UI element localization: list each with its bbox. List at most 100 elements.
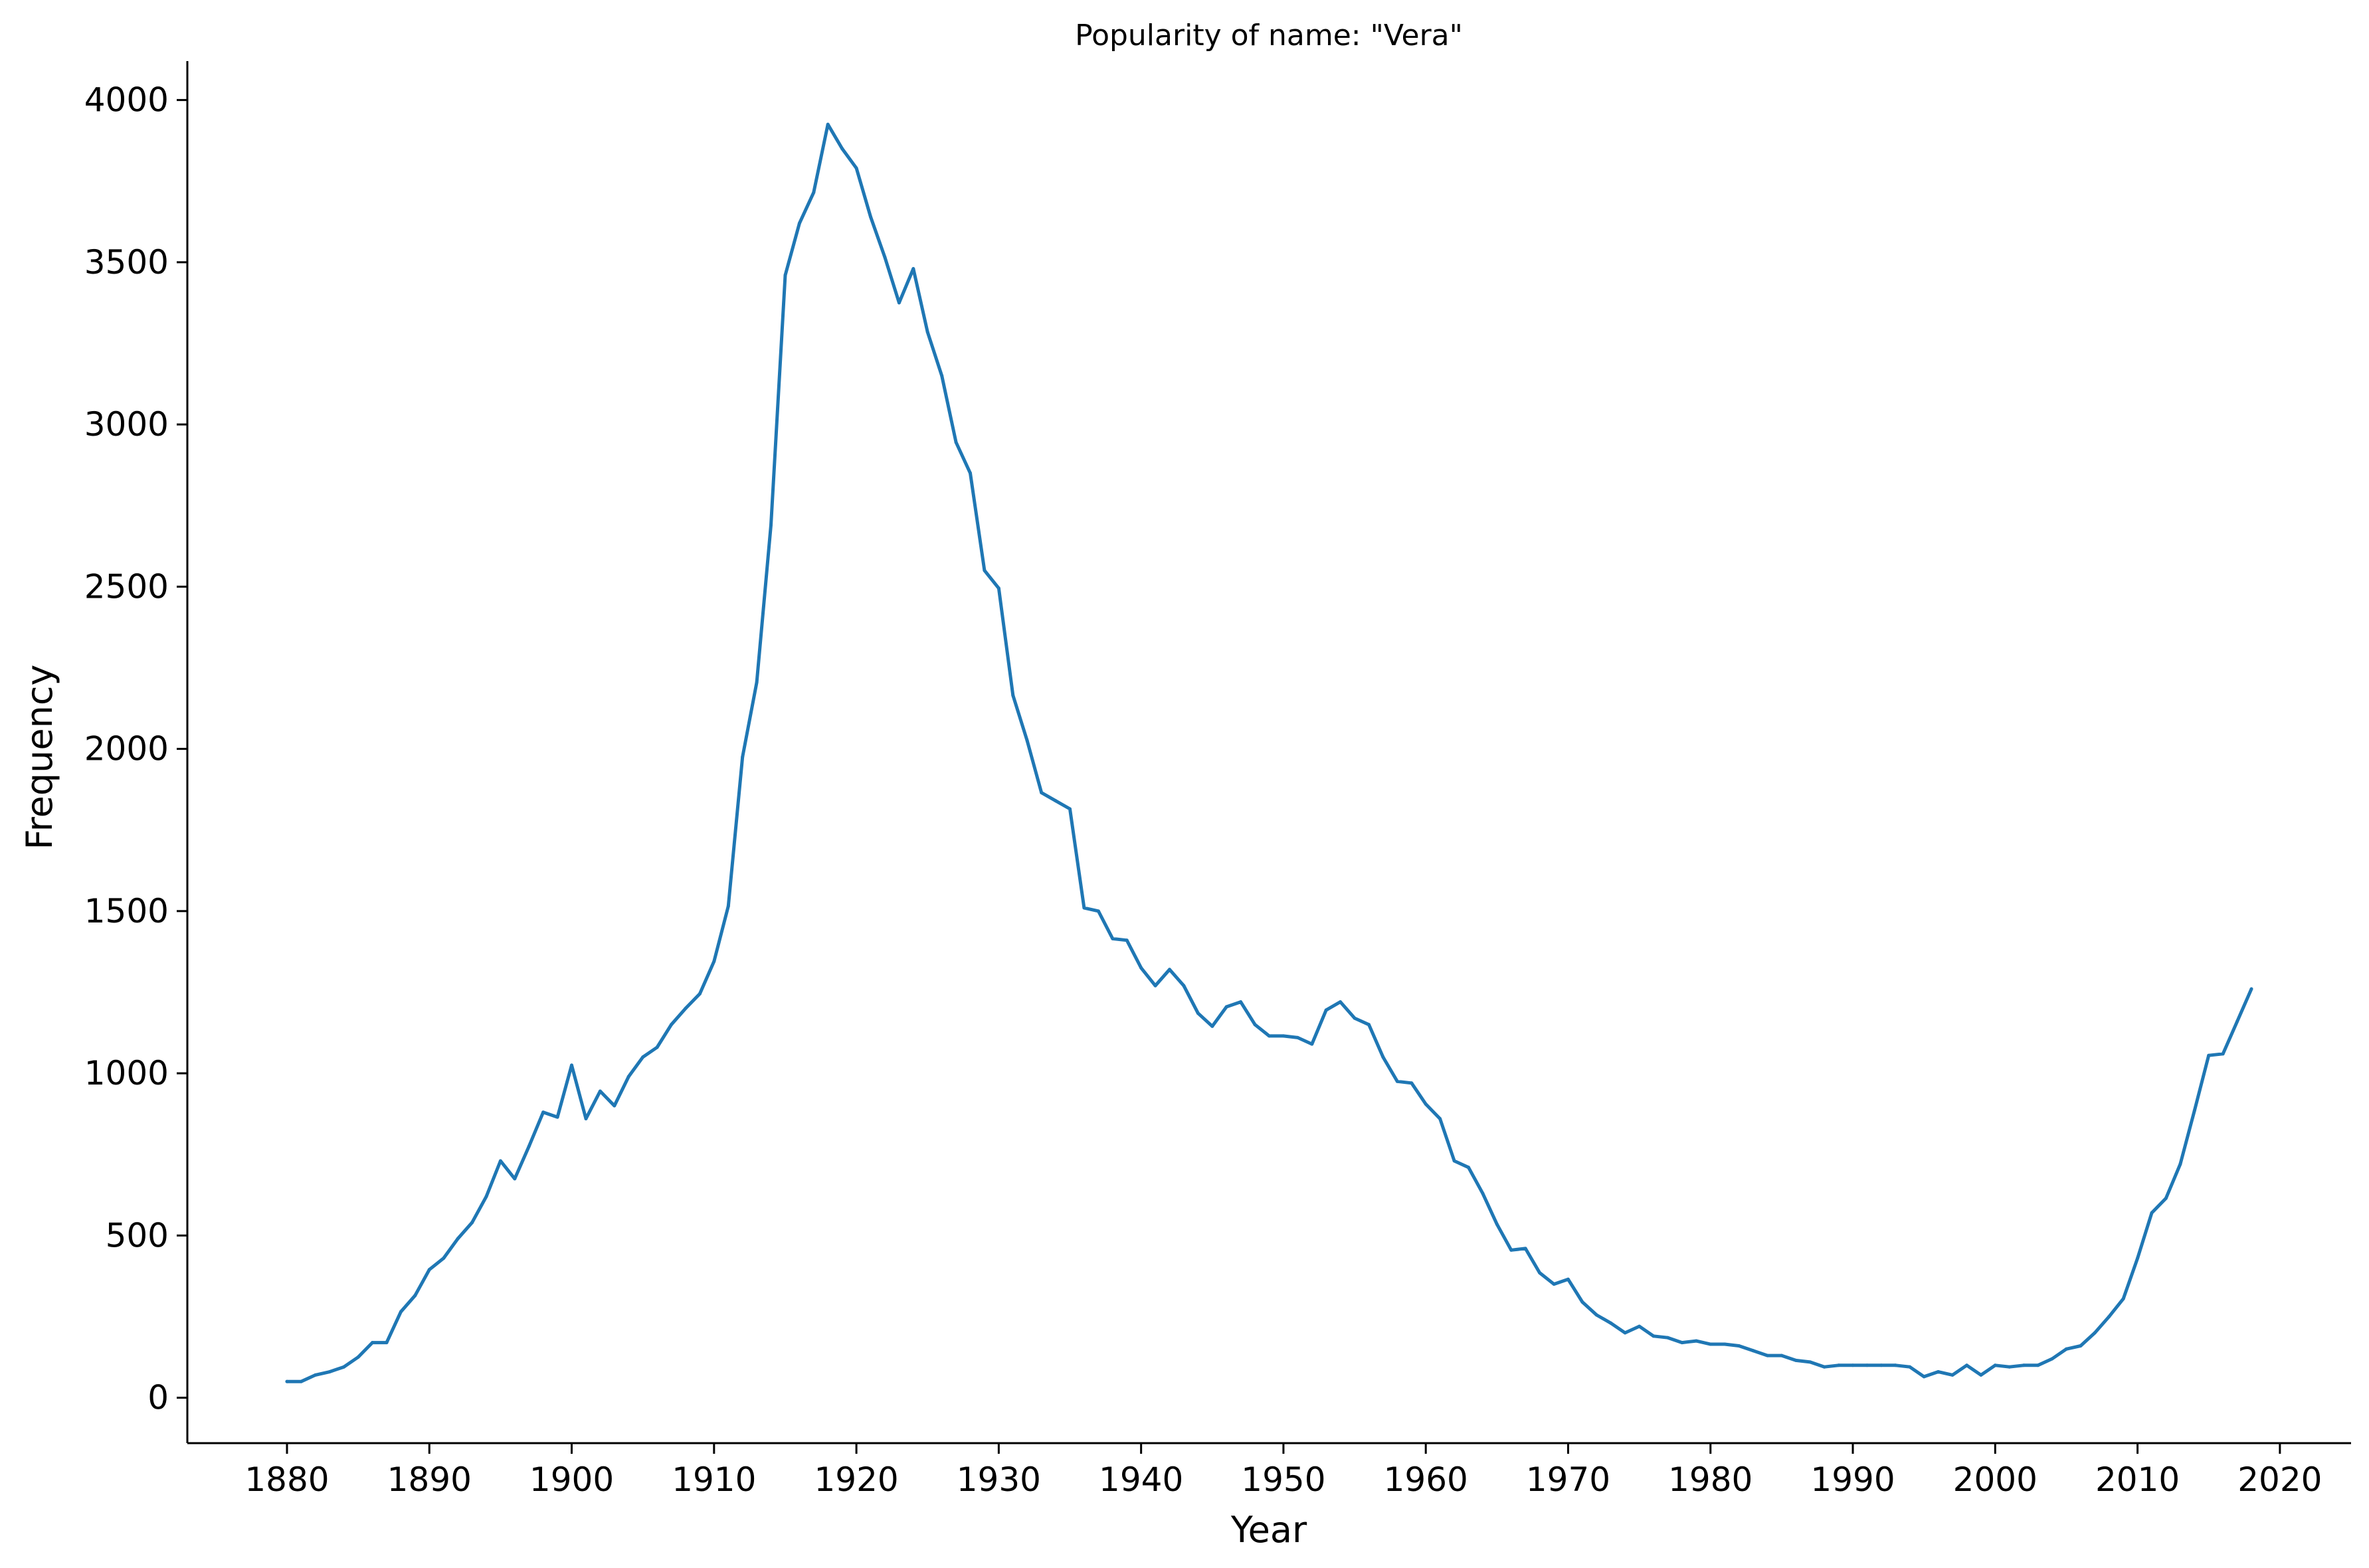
data-point [1509,1248,1513,1252]
data-point [726,905,730,908]
data-point [299,1379,303,1383]
data-point [840,147,844,151]
data-point [854,166,858,170]
x-tick-label: 1990 [1810,1460,1895,1499]
data-point [371,1341,375,1345]
data-points [285,122,2253,1383]
data-point [555,1115,559,1119]
data-point [1893,1363,1897,1367]
data-point [1979,1373,1983,1377]
data-point [883,256,887,259]
data-point [684,1006,688,1010]
data-point [427,1268,431,1272]
data-point [1737,1344,1741,1348]
y-tick-label: 0 [147,1379,169,1417]
data-point [1638,1324,1642,1328]
data-point [598,1089,602,1093]
data-point [2150,1211,2154,1215]
data-point [1851,1363,1855,1367]
data-point [925,330,929,334]
data-point [1623,1331,1627,1335]
data-point [1680,1341,1684,1345]
data-point [1808,1360,1812,1364]
y-tick-label: 2500 [84,567,169,606]
x-axis-label: Year [1230,1509,1307,1551]
data-point [1339,1000,1343,1004]
data-point [996,586,1000,590]
data-point [1054,799,1058,803]
data-point [1281,1034,1285,1038]
data-point [2136,1257,2140,1261]
y-tick-label: 1500 [84,892,169,930]
data-point [1125,938,1129,942]
data-point [1196,1011,1200,1015]
data-point [741,755,745,759]
x-tick-label: 2000 [1953,1460,2037,1499]
data-point [1224,1005,1228,1009]
data-point [2249,987,2253,991]
data-point [456,1237,460,1241]
data-point [755,681,759,684]
data-point [1780,1353,1784,1357]
data-point [641,1055,645,1059]
x-tick-label: 1940 [1099,1460,1183,1499]
data-point [897,301,901,305]
y-tick-label: 3500 [84,243,169,282]
x-ticks: 1880 1890 1900 1910 1920 1930 1940 1950 1960 1970… [244,1443,2322,1499]
data-point [1367,1023,1371,1027]
data-point [1025,739,1029,742]
y-ticks: 0 500 1000 1500 2000 2500 3000 3500 4000 [84,81,187,1417]
x-tick-label: 1930 [957,1460,1041,1499]
y-axis-label: Frequency [19,665,60,850]
x-tick-label: 1960 [1384,1460,1468,1499]
data-point [911,267,915,271]
data-point [812,191,816,195]
data-point [570,1063,573,1067]
data-point [541,1110,545,1114]
data-point [783,273,787,277]
data-point [2164,1196,2168,1200]
data-point [1381,1055,1385,1059]
data-point [2064,1347,2068,1351]
data-point [2107,1315,2111,1318]
data-point [1424,1102,1428,1106]
data-point [1908,1365,1912,1369]
x-tick-label: 1890 [387,1460,472,1499]
y-tick-label: 4000 [84,81,169,120]
data-point [1580,1300,1584,1304]
x-tick-label: 1910 [672,1460,756,1499]
data-point [328,1370,332,1373]
data-point [1268,1034,1271,1038]
data-point [1111,936,1115,940]
y-tick-label: 1000 [84,1054,169,1092]
data-point [1168,968,1171,972]
data-point [1153,984,1157,988]
data-point [1452,1159,1456,1163]
data-point [1879,1363,1883,1367]
data-point [413,1294,417,1298]
data-point [1523,1247,1527,1251]
data-point [797,221,801,225]
data-point [2221,1052,2225,1056]
x-tick-label: 2010 [2095,1460,2180,1499]
data-point [342,1365,346,1369]
data-point [826,122,830,126]
y-tick-label: 2000 [84,730,169,768]
data-point [655,1045,659,1049]
data-point [1481,1191,1485,1195]
data-point [1993,1363,1997,1367]
data-point [626,1075,630,1079]
chart-title: Popularity of name: "Vera" [1075,19,1463,52]
data-point [1040,791,1044,795]
data-point [1068,807,1072,811]
data-point [1709,1342,1713,1346]
data-point [1751,1349,1755,1353]
data-point [1652,1334,1656,1338]
data-point [285,1379,289,1383]
data-point [1822,1365,1826,1369]
data-point [314,1373,318,1377]
data-point [1395,1079,1399,1083]
data-point [1082,906,1086,910]
data-point [2178,1162,2182,1166]
